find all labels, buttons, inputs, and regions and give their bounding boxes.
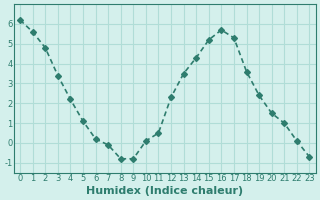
X-axis label: Humidex (Indice chaleur): Humidex (Indice chaleur) xyxy=(86,186,243,196)
